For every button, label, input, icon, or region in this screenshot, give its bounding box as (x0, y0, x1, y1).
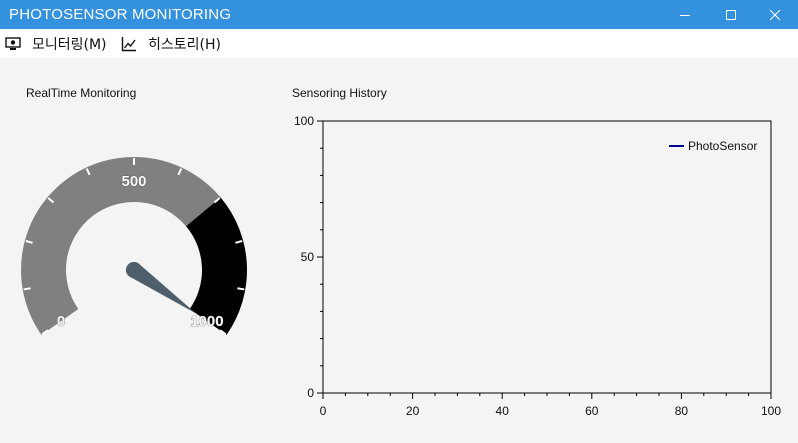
gauge-label: 0 (57, 313, 65, 330)
x-tick-label: 40 (496, 404, 510, 418)
gauge-tick (237, 287, 245, 291)
x-tick-label: 100 (761, 404, 781, 418)
gauge-needle-hub (126, 262, 142, 278)
gauge-tick (47, 197, 55, 204)
close-icon (769, 9, 781, 20)
menu-item-monitoring[interactable]: 모니터링(M) (5, 29, 107, 58)
x-tick-label: 60 (585, 404, 599, 418)
gauge-label: 500 (121, 173, 146, 190)
gauge-needle (126, 262, 197, 314)
gauge-tick (213, 197, 221, 204)
gauge-tick (85, 168, 91, 176)
title-bar: PHOTOSENSOR MONITORING (0, 0, 798, 29)
realtime-label: RealTime Monitoring (26, 86, 137, 100)
gauge-tick (219, 329, 227, 336)
menu-item-history-label: 히스토리(H) (148, 36, 221, 53)
history-label: Sensoring History (292, 86, 387, 100)
plot-area (322, 120, 772, 394)
x-tick-label: 20 (406, 404, 420, 418)
history-chart: 0 20 40 60 80 100 0 50 100 PhotoSensor (294, 114, 781, 418)
menu-item-history[interactable]: 히스토리(H) (121, 29, 221, 58)
minimize-button[interactable] (662, 0, 708, 29)
menu-item-monitoring-label: 모니터링(M) (32, 36, 107, 53)
gauge-tick (41, 329, 49, 336)
x-tick-label: 0 (320, 404, 327, 418)
line-chart-icon (121, 36, 136, 51)
gauge-tick (23, 287, 31, 291)
gauge-tick (177, 168, 183, 176)
legend-entry-photosensor: PhotoSensor (688, 139, 757, 153)
y-tick-label: 100 (294, 114, 314, 128)
y-tick-label: 50 (301, 250, 315, 264)
monitor-icon (5, 36, 21, 50)
maximize-button[interactable] (708, 0, 754, 29)
gauge-range-normal (21, 156, 221, 335)
gauge-label: 1000 (190, 313, 223, 330)
maximize-icon (726, 9, 736, 20)
minimize-icon (680, 14, 690, 16)
legend: PhotoSensor (669, 139, 757, 153)
gauge: 0 500 1000 (21, 156, 247, 336)
gauge-tick (235, 240, 243, 244)
gauge-tick (25, 240, 33, 244)
y-tick-label: 0 (307, 386, 314, 400)
menu-bar: 모니터링(M) 히스토리(H) (0, 29, 798, 58)
gauge-range-warning (186, 197, 247, 335)
close-button[interactable] (752, 0, 798, 29)
window-title: PHOTOSENSOR MONITORING (9, 6, 232, 23)
x-tick-label: 80 (675, 404, 689, 418)
